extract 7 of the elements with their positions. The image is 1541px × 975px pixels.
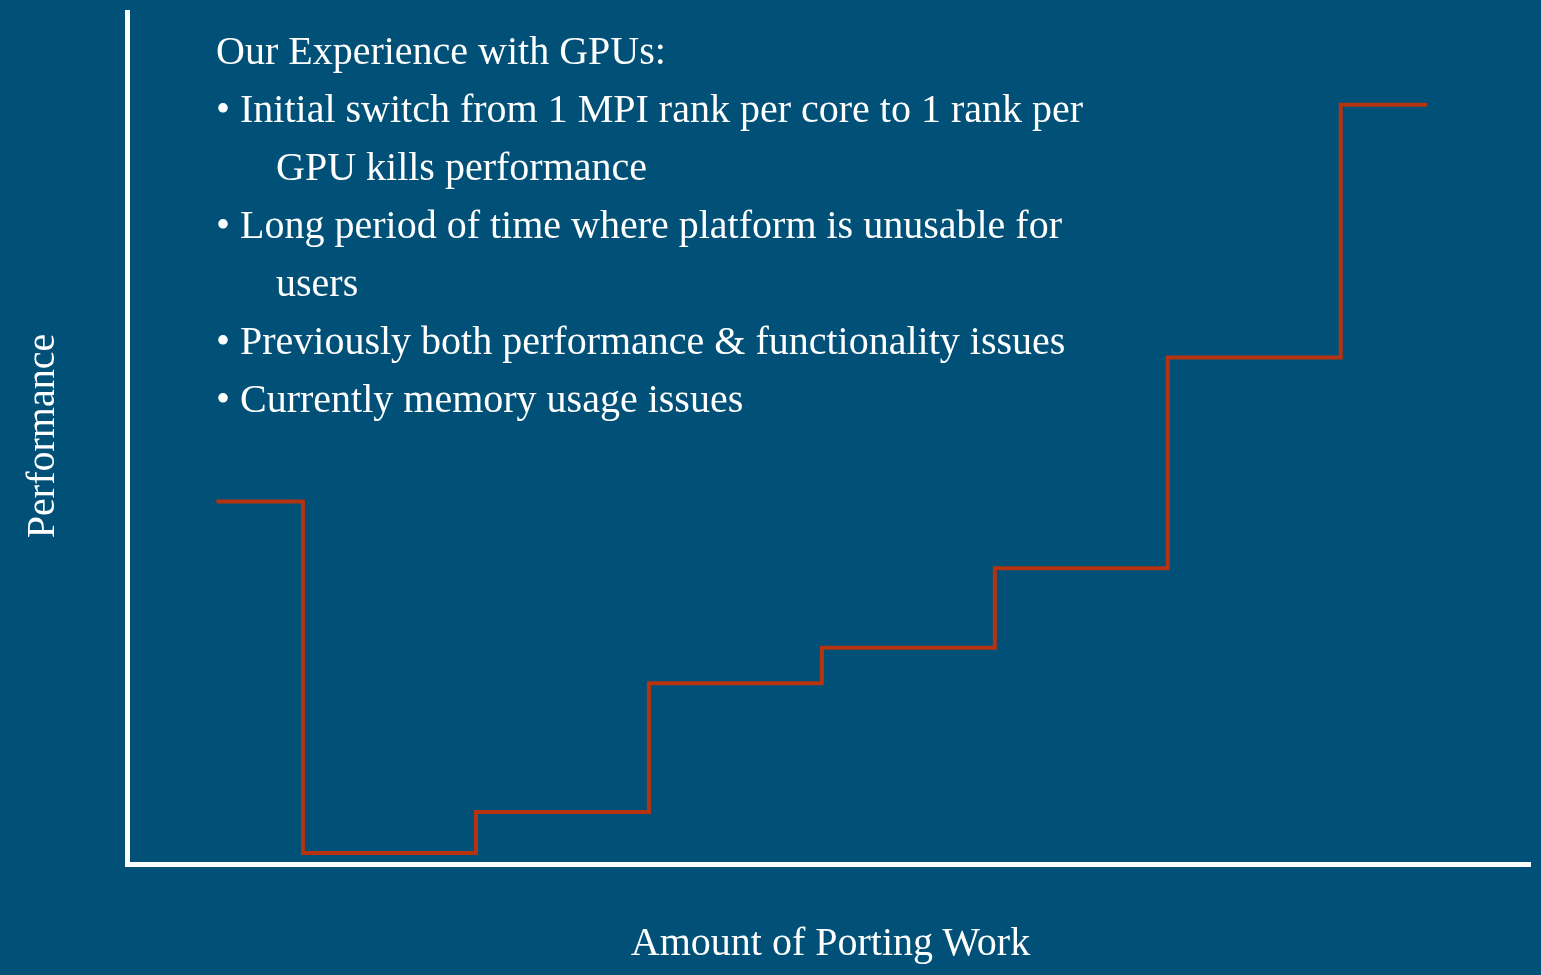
annotation: • Previously both performance & functionality issues [216,317,1067,365]
chart-title: Our Experience with GPUs: [216,27,667,75]
y-axis-title: Performance [17,333,63,539]
annotation: • Initial switch from 1 MPI rank per core to 1 rank per GPU kills performance [216,85,1085,191]
x-axis-title: Amount of Porting Work [630,918,1031,964]
annotation: • Currently memory usage issues [216,375,745,423]
annotation: • Long period of time where platform is unusable for users [216,201,1063,307]
